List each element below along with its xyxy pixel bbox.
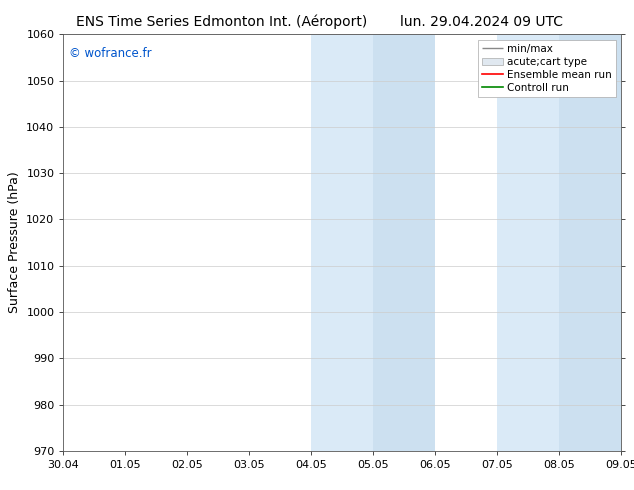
Bar — [559, 34, 621, 451]
Bar — [311, 34, 373, 451]
Legend: min/max, acute;cart type, Ensemble mean run, Controll run: min/max, acute;cart type, Ensemble mean … — [478, 40, 616, 97]
Text: ENS Time Series Edmonton Int. (Aéroport): ENS Time Series Edmonton Int. (Aéroport) — [76, 15, 368, 29]
Bar — [497, 34, 559, 451]
Text: © wofrance.fr: © wofrance.fr — [69, 47, 152, 60]
Text: lun. 29.04.2024 09 UTC: lun. 29.04.2024 09 UTC — [400, 15, 564, 29]
Bar — [373, 34, 436, 451]
Y-axis label: Surface Pressure (hPa): Surface Pressure (hPa) — [8, 172, 21, 314]
